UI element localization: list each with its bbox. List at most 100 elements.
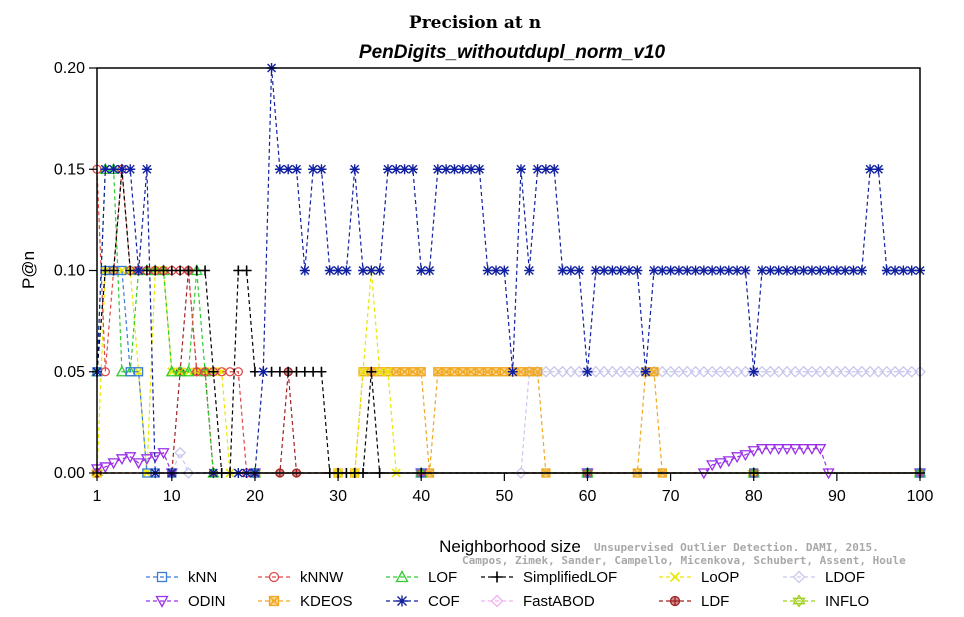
data-point-ldof <box>631 365 644 378</box>
legend-label: KDEOS <box>300 593 353 610</box>
x-tick-label: 70 <box>662 488 680 505</box>
data-point-ldof <box>781 365 793 378</box>
series-layer <box>90 63 927 480</box>
series-ldof <box>91 365 926 479</box>
data-point-loop <box>383 367 393 377</box>
data-point-cof <box>890 265 901 276</box>
data-point-odin <box>797 444 810 456</box>
data-point-kdeos <box>524 367 534 377</box>
data-point-cof <box>507 366 518 377</box>
data-point-lof <box>165 365 178 377</box>
data-point-cof <box>590 265 601 276</box>
legend-label: kNN <box>188 569 217 586</box>
data-point-odin <box>115 454 129 466</box>
data-point-cof <box>399 164 410 175</box>
y-tick-label: 0.00 <box>54 465 85 482</box>
data-point-simplifiedlof <box>366 366 377 377</box>
data-point-cof <box>407 164 418 175</box>
data-point-kdeos <box>408 367 418 377</box>
legend-swatch-marker <box>268 571 280 583</box>
data-point-cof <box>682 265 693 276</box>
data-point-ldof <box>806 365 818 378</box>
data-point-cof <box>474 164 485 175</box>
legend-item-lof: LOF <box>386 569 457 586</box>
data-point-cof <box>374 265 385 276</box>
legend-item-inflo: INFLO <box>783 593 869 610</box>
data-point-kdeos <box>416 367 426 377</box>
data-point-simplifiedlof <box>108 265 119 276</box>
data-point-odin <box>124 452 137 464</box>
x-tick-label: 30 <box>329 488 347 505</box>
series-lof <box>90 162 927 478</box>
data-point-ldof <box>814 365 827 378</box>
data-point-ldof <box>764 365 777 378</box>
y-tick-label: 0.10 <box>54 263 85 280</box>
data-point-ldof <box>839 365 852 378</box>
data-point-cof <box>732 265 743 276</box>
x-axis-label: Neighborhood size <box>439 537 581 556</box>
data-point-cof <box>707 265 718 276</box>
data-point-cof <box>441 164 452 175</box>
data-point-cof <box>607 265 618 276</box>
data-point-cof <box>432 164 443 175</box>
legend-label: LDF <box>701 593 729 610</box>
x-tick-label: 50 <box>495 488 513 505</box>
x-tick-label: 1 <box>93 488 102 505</box>
data-point-cof <box>308 164 319 175</box>
data-point-simplifiedlof <box>316 366 327 377</box>
legend-swatch-marker <box>268 595 280 607</box>
data-point-lof <box>115 365 129 377</box>
data-point-odin <box>805 444 819 456</box>
legend-label: kNNW <box>300 569 344 586</box>
data-point-ldof <box>889 365 901 378</box>
data-point-cof <box>856 265 867 276</box>
data-point-cof <box>482 265 493 276</box>
data-point-cof <box>274 164 285 175</box>
legend-item-knn: kNN <box>146 569 217 586</box>
x-tick-label: 100 <box>907 488 934 505</box>
legend-swatch-marker <box>156 571 168 583</box>
data-point-cof <box>757 265 768 276</box>
series-line-lof <box>96 168 920 474</box>
data-point-cof <box>673 265 684 276</box>
series-line-knnw <box>96 169 920 474</box>
data-point-ldof <box>589 365 602 378</box>
data-point-ldof <box>697 365 710 378</box>
data-point-cof <box>748 366 759 377</box>
data-point-cof <box>549 164 560 175</box>
data-point-cof <box>100 164 111 175</box>
legend-item-ldf: LDF <box>659 593 729 610</box>
data-point-kdeos <box>441 367 451 377</box>
data-point-kdeos <box>483 367 493 377</box>
data-point-loop <box>117 265 127 276</box>
data-point-loop <box>375 367 385 377</box>
data-point-ldof <box>598 365 611 378</box>
data-point-ldof <box>174 446 187 459</box>
data-point-odin <box>714 458 727 470</box>
data-point-ldof <box>789 365 802 378</box>
legend-label: INFLO <box>825 593 869 610</box>
data-point-kdeos <box>499 367 509 377</box>
data-point-simplifiedlof <box>208 366 219 377</box>
data-point-loop <box>134 367 144 377</box>
chart-title: Precision at n <box>409 13 541 33</box>
data-point-cof <box>657 265 668 276</box>
legend-swatch-marker <box>669 571 681 583</box>
data-point-odin <box>755 444 769 456</box>
data-point-ldof <box>531 365 544 378</box>
data-point-ldof <box>739 365 752 378</box>
legend: kNN kNNW LOF SimplifiedLOF LoOP LDOF ODIN KDEOS… <box>146 569 869 610</box>
data-point-odin <box>132 458 145 470</box>
data-point-cof <box>640 366 651 377</box>
legend-swatch-marker <box>491 571 503 583</box>
data-point-ldof <box>182 467 195 479</box>
legend-swatch-marker <box>669 595 681 607</box>
data-point-ldof <box>830 365 843 378</box>
data-point-cof <box>665 265 676 276</box>
data-point-odin <box>789 444 802 456</box>
data-point-kdeos <box>433 367 443 377</box>
data-point-ldof <box>614 365 627 378</box>
data-point-ldof <box>847 365 860 378</box>
data-point-ldof <box>855 365 868 378</box>
data-point-ldof <box>672 365 685 378</box>
